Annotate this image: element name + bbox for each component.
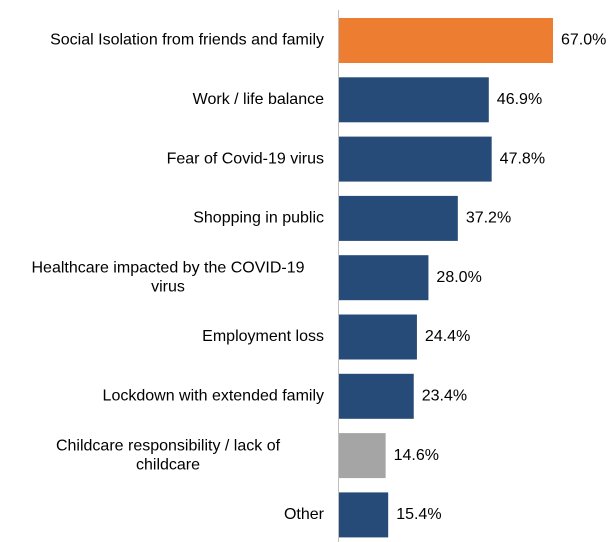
bar-9	[339, 492, 389, 538]
data-label-2: 46.9%	[497, 91, 542, 108]
data-label-3: 47.8%	[500, 150, 545, 167]
data-label-8: 14.6%	[394, 447, 439, 464]
category-label-5: Healthcare impacted by the COVID-19 virus	[31, 259, 304, 295]
data-label-5: 28.0%	[436, 269, 481, 286]
category-label-4: Shopping in public	[193, 210, 324, 227]
bar-4	[339, 195, 458, 241]
bar-rows: 67.0% Social Isolation from friends and f…	[31, 18, 606, 538]
bar-8	[339, 433, 386, 479]
bar-6	[339, 314, 417, 360]
category-label-6: Employment loss	[202, 328, 324, 345]
data-label-1: 67.0%	[561, 32, 606, 49]
data-label-9: 15.4%	[396, 506, 441, 523]
category-label-3: Fear of Covid-19 virus	[167, 150, 324, 167]
data-label-7: 23.4%	[422, 388, 467, 405]
data-label-4: 37.2%	[466, 210, 511, 227]
bar-5	[339, 255, 429, 301]
category-label-7: Lockdown with extended family	[103, 388, 324, 405]
category-label-8: Childcare responsibility / lack of childc…	[56, 437, 281, 473]
category-label-1: Social Isolation from friends and family	[50, 32, 324, 49]
data-label-6: 24.4%	[425, 328, 470, 345]
category-label-2: Work / life balance	[193, 91, 324, 108]
bar-3	[339, 136, 492, 182]
bar-1	[339, 18, 553, 63]
category-label-9: Other	[284, 506, 325, 523]
bar-7	[339, 373, 414, 419]
bar-2	[339, 77, 489, 123]
